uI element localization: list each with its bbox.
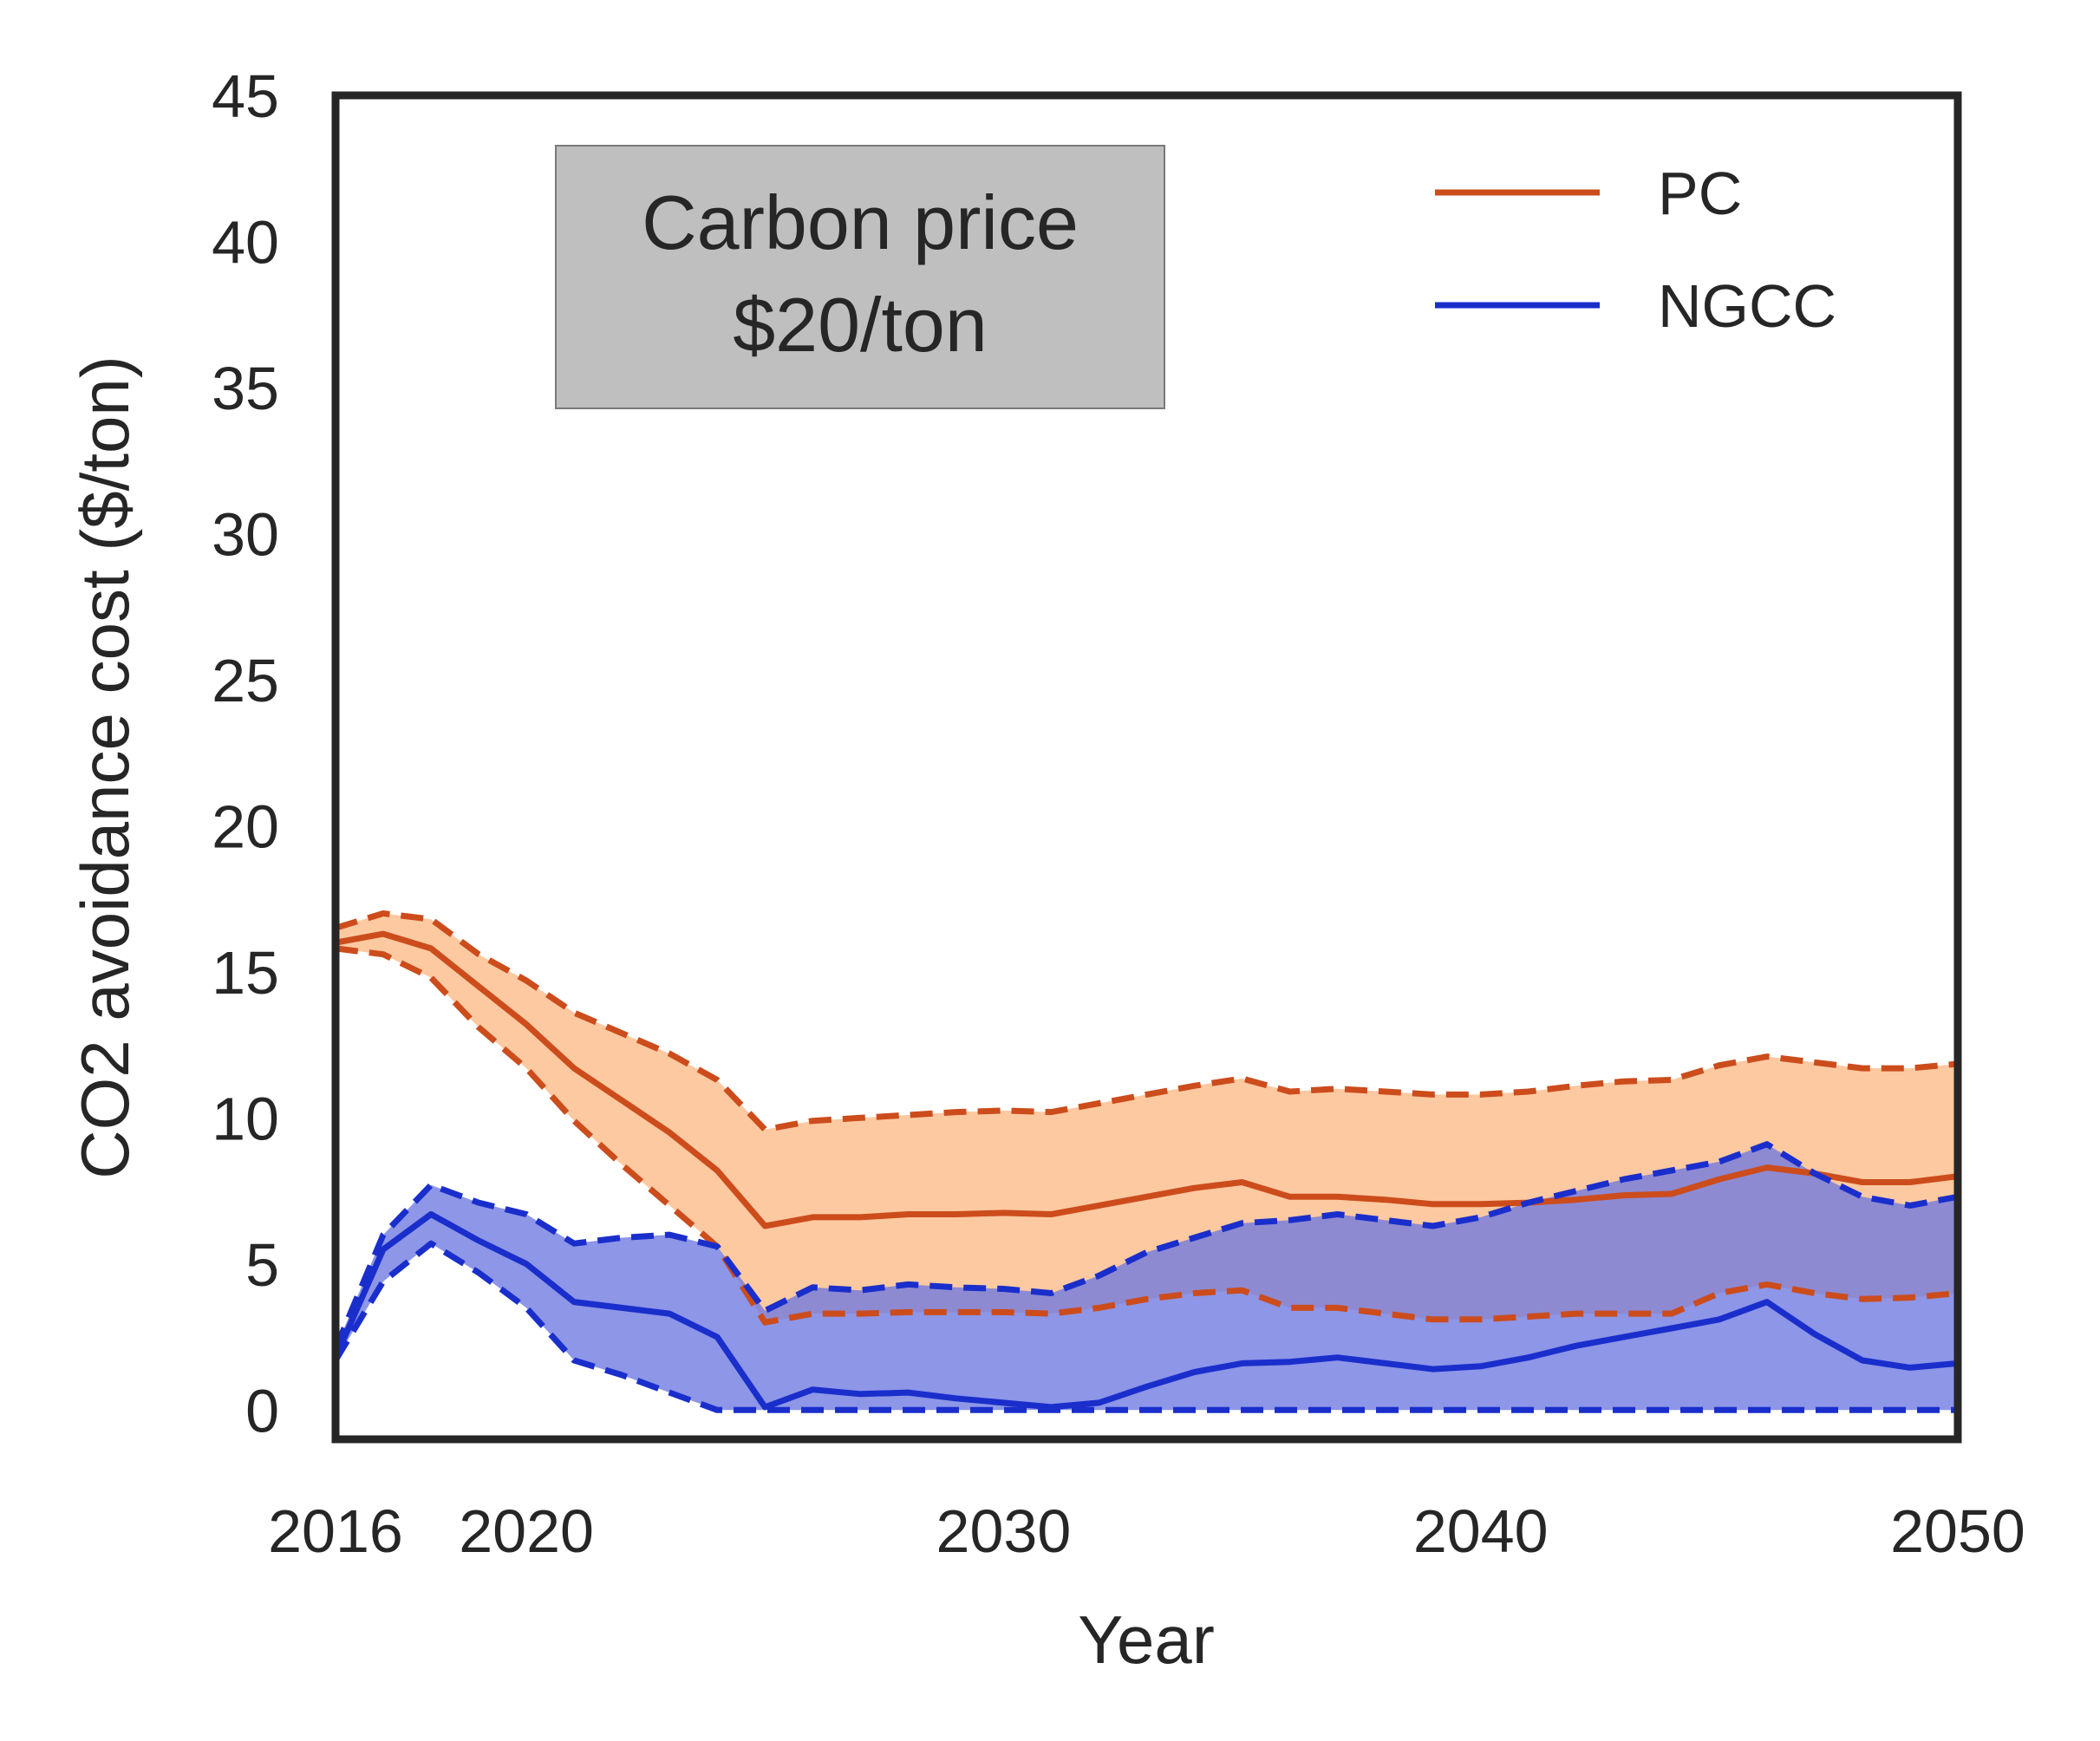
pc-lower-bound-line [335,945,1959,1326]
y-tick-label: 40 [212,209,279,277]
x-tick-label: 2016 [268,1497,403,1565]
ngcc-upper-bound-line [332,1141,1959,1350]
y-tick-label: 45 [212,62,279,130]
x-tick-label: 2050 [1890,1497,2025,1565]
annotation-line-2: $20/ton [733,282,988,368]
pc-upper-bound-line [334,910,1959,1133]
ngcc-lower-bound-line [333,1240,1958,1413]
ngcc-uncertainty-band [336,1144,1958,1411]
y-tick-label: 10 [212,1085,279,1152]
y-tick-label: 30 [212,500,279,568]
y-tick-label: 15 [212,939,279,1007]
x-tick-label: 2030 [936,1497,1072,1565]
y-tick-label: 5 [245,1231,279,1299]
y-tick-labels: 0 5 10 15 20 25 30 35 40 45 [212,62,279,1444]
plot-frame [331,91,1962,1444]
x-tick-label: 2020 [459,1497,594,1565]
pc-mean-line [335,930,1959,1229]
y-tick-label: 0 [245,1377,279,1444]
carbon-price-annotation: Carbon price $20/ton [555,145,1165,409]
x-axis-label: Year [1078,1601,1215,1678]
y-tick-label: 20 [212,792,279,860]
annotation-line-1: Carbon price [642,179,1079,265]
annotation-box [555,145,1165,409]
x-tick-labels: 2016 2020 2030 2040 2050 [268,1497,2025,1565]
legend-label-ngcc: NGCC [1658,272,1836,340]
legend-label-pc: PC [1658,160,1742,227]
x-tick-label: 2040 [1413,1497,1549,1565]
y-axis-label: CO2 avoidance cost ($/ton) [67,355,143,1178]
y-tick-label: 25 [212,647,279,714]
ngcc-mean-line [332,1211,1959,1411]
series-layer [332,910,1959,1413]
legend: PC NGCC [1435,160,1836,340]
y-tick-label: 35 [212,355,279,422]
